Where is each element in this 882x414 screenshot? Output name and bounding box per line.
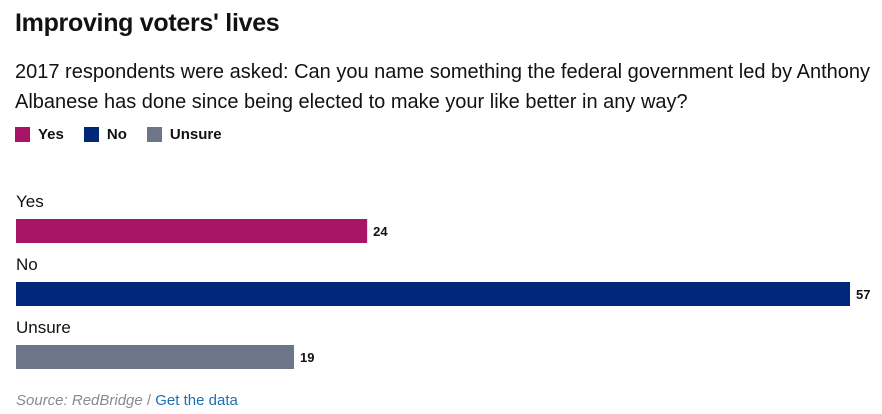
footer: Source: RedBridge / Get the data xyxy=(16,392,238,409)
category-label-unsure: Unsure xyxy=(16,318,71,337)
bar-yes xyxy=(16,219,368,243)
source-note: Source: RedBridge xyxy=(16,392,143,409)
legend-swatch-yes xyxy=(15,127,30,142)
legend-swatch-no xyxy=(83,127,99,142)
legend-item-unsure: Unsure xyxy=(146,126,222,143)
value-label-no: 57 xyxy=(856,287,870,302)
footer-separator: / xyxy=(146,392,152,409)
legend-label-no: No xyxy=(106,126,127,143)
category-label-no: No xyxy=(16,255,38,274)
chart-title: Improving voters' lives xyxy=(15,9,280,37)
legend-item-no: No xyxy=(83,126,127,143)
legend-label-unsure: Unsure xyxy=(169,126,222,143)
legend-label-yes: Yes xyxy=(38,126,64,143)
category-label-yes: Yes xyxy=(16,192,44,211)
get-the-data-link[interactable]: Get the data xyxy=(155,392,238,409)
value-label-unsure: 19 xyxy=(300,350,314,365)
bar-no xyxy=(16,282,850,306)
legend-swatch-unsure xyxy=(146,127,162,142)
chart-subtitle: 2017 respondents were asked: Can you nam… xyxy=(15,61,870,113)
bar-chart: Yes 24 No 57 Unsure 19 xyxy=(16,192,870,369)
legend-item-yes: Yes xyxy=(15,126,64,143)
bar-unsure xyxy=(16,345,294,369)
legend: Yes No Unsure xyxy=(15,126,242,143)
value-label-yes: 24 xyxy=(373,224,388,239)
